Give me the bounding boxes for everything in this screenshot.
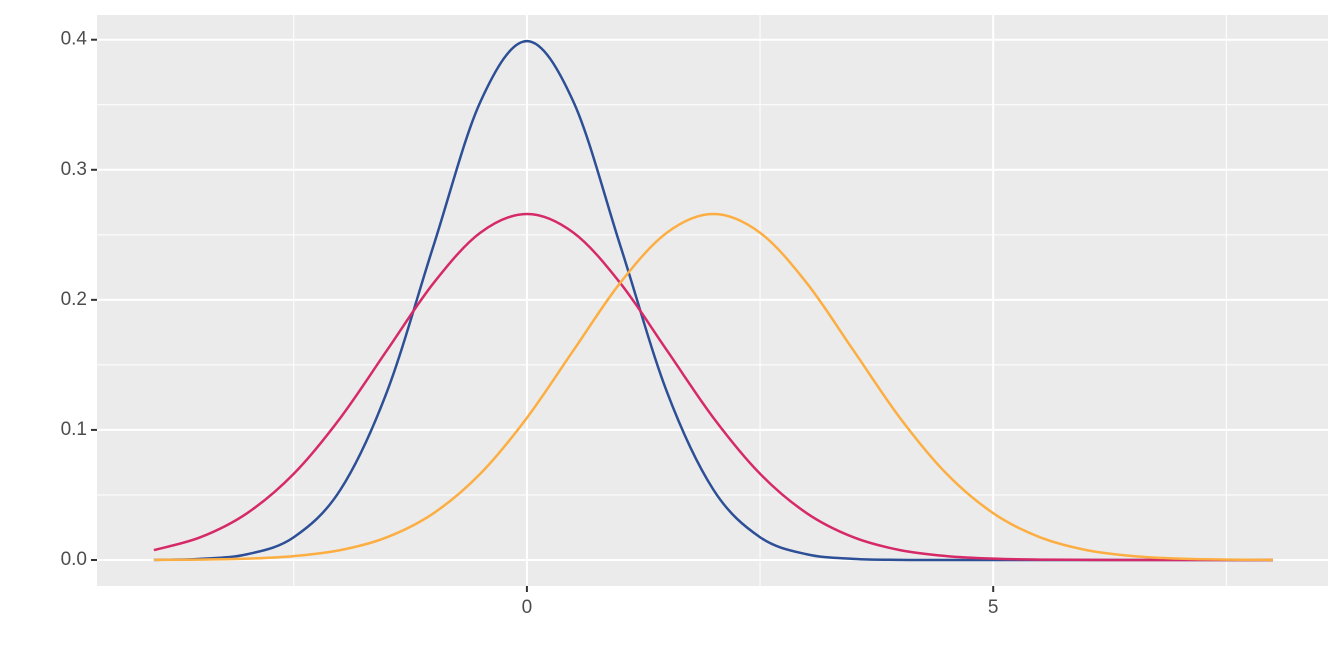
- density-line: [153, 212, 1273, 562]
- y-tick-label: 0.4: [61, 29, 88, 50]
- x-tick-label: 0: [522, 597, 533, 618]
- y-tick-label: 0.1: [61, 419, 87, 440]
- x-tick-label: 5: [988, 597, 999, 618]
- density-line: [153, 212, 1273, 562]
- y-tick-label: 0.0: [61, 549, 87, 570]
- y-tick-label: 0.3: [61, 159, 87, 180]
- y-tick-label: 0.2: [61, 289, 87, 310]
